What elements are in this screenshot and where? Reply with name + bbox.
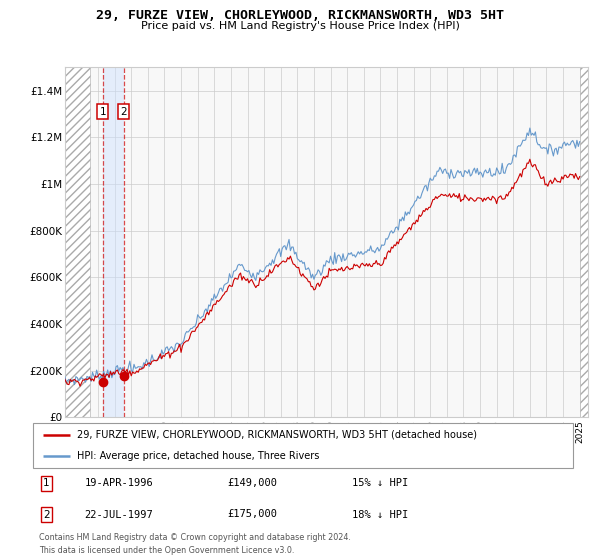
Text: 1: 1 (100, 106, 106, 116)
Text: 1: 1 (43, 478, 50, 488)
Text: 15% ↓ HPI: 15% ↓ HPI (352, 478, 408, 488)
Text: 18% ↓ HPI: 18% ↓ HPI (352, 510, 408, 520)
Text: HPI: Average price, detached house, Three Rivers: HPI: Average price, detached house, Thre… (77, 450, 320, 460)
Text: 19-APR-1996: 19-APR-1996 (84, 478, 153, 488)
Bar (65, 67, 90, 417)
Text: 2: 2 (121, 106, 127, 116)
Text: £149,000: £149,000 (227, 478, 277, 488)
Text: 22-JUL-1997: 22-JUL-1997 (84, 510, 153, 520)
Text: £175,000: £175,000 (227, 510, 277, 520)
Text: Contains HM Land Registry data © Crown copyright and database right 2024.
This d: Contains HM Land Registry data © Crown c… (39, 533, 351, 554)
Bar (580, 67, 588, 417)
Text: 2: 2 (43, 510, 50, 520)
Text: 29, FURZE VIEW, CHORLEYWOOD, RICKMANSWORTH, WD3 5HT (detached house): 29, FURZE VIEW, CHORLEYWOOD, RICKMANSWOR… (77, 430, 477, 440)
Text: 29, FURZE VIEW, CHORLEYWOOD, RICKMANSWORTH, WD3 5HT: 29, FURZE VIEW, CHORLEYWOOD, RICKMANSWOR… (96, 9, 504, 22)
Text: Price paid vs. HM Land Registry's House Price Index (HPI): Price paid vs. HM Land Registry's House … (140, 21, 460, 31)
Bar (103, 67, 124, 417)
